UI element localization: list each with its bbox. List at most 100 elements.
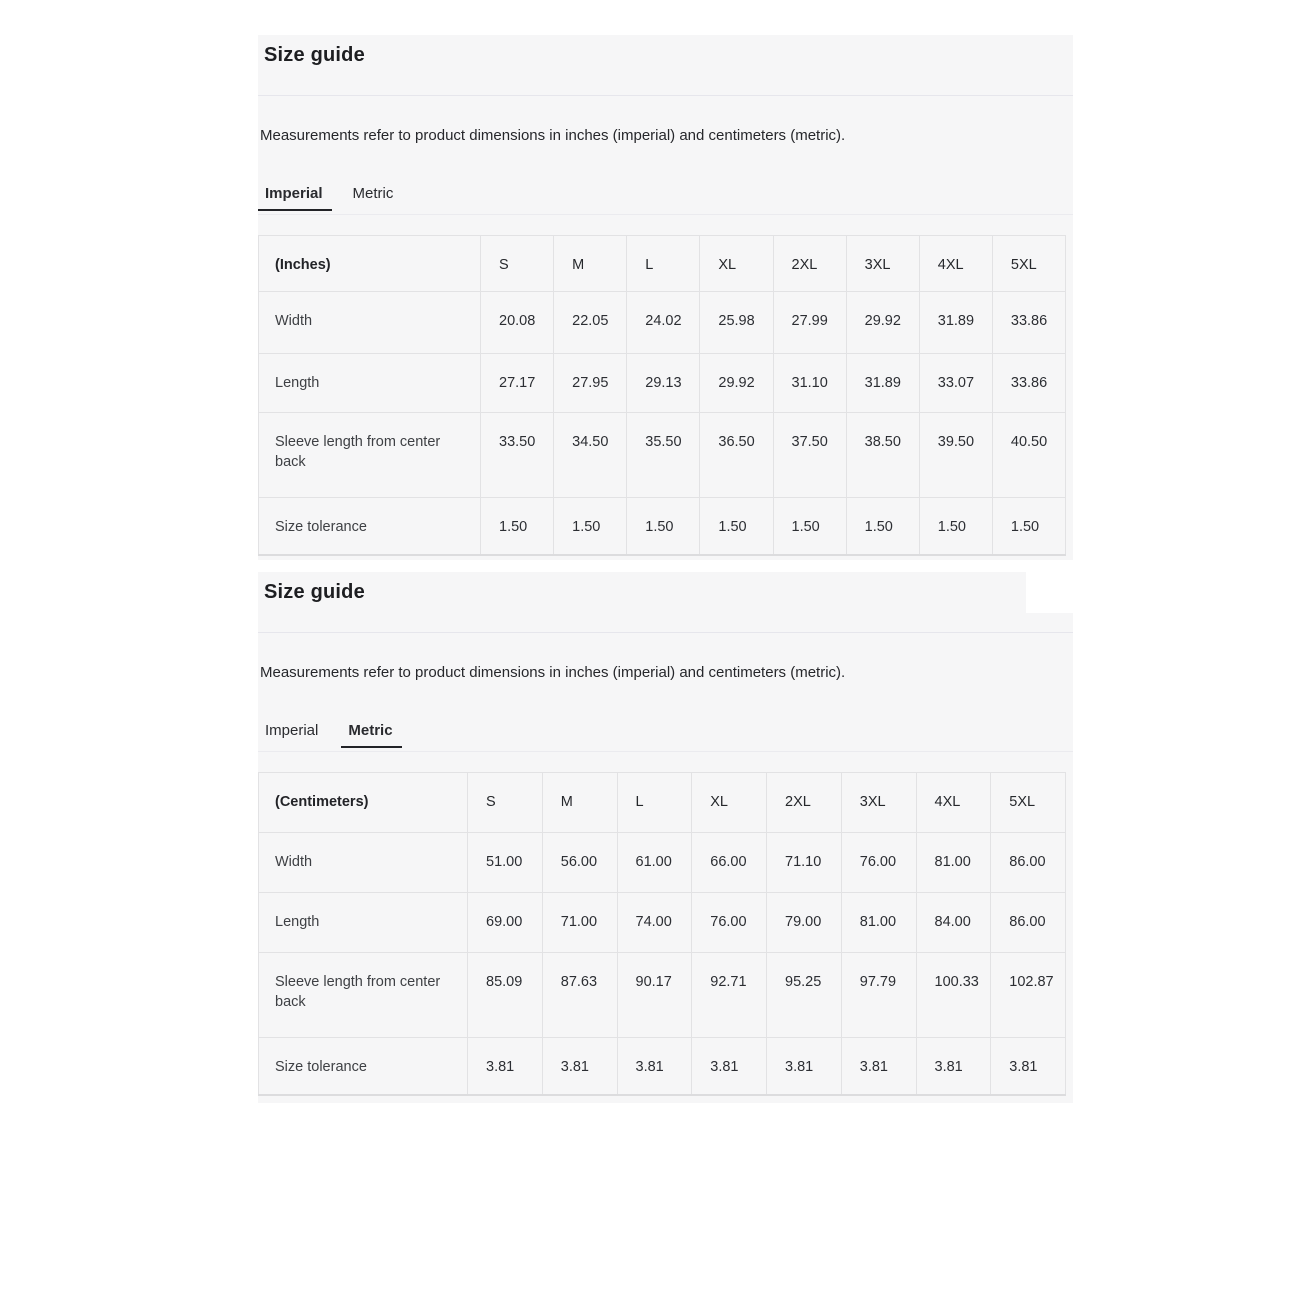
size-column-header: 5XL (991, 235, 1067, 292)
unit-header: (Inches) (258, 235, 481, 292)
measurement-value: 71.00 (541, 892, 618, 953)
unit-header: (Centimeters) (258, 772, 468, 833)
size-column-header: 3XL (840, 772, 917, 833)
tab-imperial[interactable]: Imperial (265, 722, 319, 739)
measurements-description: Measurements refer to product dimensions… (260, 127, 846, 144)
size-column-header: S (467, 772, 543, 833)
measurement-value: 40.50 (991, 412, 1067, 498)
imperial-size-table: (Inches) S M L XL 2XL 3XL 4XL 5XL Width 20.08 22.05… (258, 235, 1067, 556)
size-column-header: 5XL (990, 772, 1066, 833)
measurement-value: 81.00 (915, 832, 992, 893)
table-row: Width 20.08 22.05 24.02 25.98 27.99 29.92 31.89… (258, 291, 1067, 354)
tab-metric[interactable]: Metric (352, 185, 394, 202)
measurement-value: 37.50 (772, 412, 847, 498)
row-label: Size tolerance (258, 1037, 468, 1095)
size-guide-section-metric: Size guide Measurements refer to product… (258, 572, 1073, 1103)
size-column-header: S (479, 235, 555, 292)
measurement-value: 38.50 (845, 412, 920, 498)
measurement-value: 1.50 (991, 497, 1067, 555)
measurement-value: 100.33 (915, 952, 992, 1038)
measurement-value: 29.92 (699, 353, 774, 413)
size-column-header: L (626, 235, 701, 292)
measurement-value: 31.10 (772, 353, 847, 413)
table-row: Size tolerance 1.50 1.50 1.50 1.50 1.50 1.50 1.… (258, 497, 1067, 555)
measurement-value: 71.10 (766, 832, 842, 893)
measurement-value: 1.50 (699, 497, 774, 555)
measurements-description: Measurements refer to product dimensions… (260, 664, 846, 681)
table-row: Sleeve length from center back 85.09 87.63… (258, 952, 1066, 1038)
tabs-divider (258, 214, 1073, 215)
page-title: Size guide (264, 581, 365, 603)
measurement-value: 95.25 (766, 952, 842, 1038)
measurement-value: 3.81 (840, 1037, 917, 1095)
section-header: Size guide (258, 35, 1073, 96)
measurement-value: 61.00 (616, 832, 693, 893)
table-row: Length 27.17 27.95 29.13 29.92 31.10 31.89 33.0… (258, 353, 1067, 413)
measurement-value: 92.71 (691, 952, 767, 1038)
measurement-value: 1.50 (772, 497, 847, 555)
unit-tabs: Imperial Metric (265, 722, 1073, 748)
measurement-value: 79.00 (766, 892, 842, 953)
white-corner-patch (1026, 572, 1073, 613)
table-header-row: (Inches) S M L XL 2XL 3XL 4XL 5XL (258, 235, 1067, 292)
measurement-value: 3.81 (616, 1037, 693, 1095)
measurement-value: 1.50 (479, 497, 555, 555)
measurement-value: 84.00 (915, 892, 992, 953)
size-column-header: 4XL (915, 772, 992, 833)
measurement-value: 39.50 (918, 412, 993, 498)
measurement-value: 36.50 (699, 412, 774, 498)
measurement-value: 3.81 (766, 1037, 842, 1095)
measurement-value: 27.95 (553, 353, 628, 413)
measurement-value: 27.99 (772, 291, 847, 354)
measurement-value: 85.09 (467, 952, 543, 1038)
measurement-value: 35.50 (626, 412, 701, 498)
tab-imperial[interactable]: Imperial (258, 185, 331, 211)
measurement-value: 3.81 (915, 1037, 992, 1095)
row-label: Width (258, 832, 468, 893)
measurement-value: 3.81 (541, 1037, 618, 1095)
measurement-value: 3.81 (691, 1037, 767, 1095)
size-column-header: 3XL (845, 235, 920, 292)
table-row: Width 51.00 56.00 61.00 66.00 71.10 76.00 81.00… (258, 832, 1066, 893)
measurement-value: 3.81 (467, 1037, 543, 1095)
row-label: Width (258, 291, 481, 354)
size-column-header: M (553, 235, 628, 292)
unit-tabs: Imperial Metric (258, 185, 1073, 211)
measurement-value: 86.00 (990, 892, 1066, 953)
measurement-value: 90.17 (616, 952, 693, 1038)
measurement-value: 31.89 (918, 291, 993, 354)
metric-size-table: (Centimeters) S M L XL 2XL 3XL 4XL 5XL Width 51.00… (258, 772, 1066, 1096)
measurement-value: 81.00 (840, 892, 917, 953)
measurement-value: 76.00 (840, 832, 917, 893)
measurement-value: 3.81 (990, 1037, 1066, 1095)
measurement-value: 56.00 (541, 832, 618, 893)
table-row: Length 69.00 71.00 74.00 76.00 79.00 81.00 84.0… (258, 892, 1066, 953)
measurement-value: 86.00 (990, 832, 1066, 893)
measurement-value: 33.07 (918, 353, 993, 413)
page-title: Size guide (264, 44, 365, 66)
size-column-header: 4XL (918, 235, 993, 292)
size-column-header: L (616, 772, 693, 833)
measurement-value: 87.63 (541, 952, 618, 1038)
measurement-value: 97.79 (840, 952, 917, 1038)
tab-metric[interactable]: Metric (341, 722, 402, 748)
measurement-value: 29.13 (626, 353, 701, 413)
measurement-value: 20.08 (479, 291, 555, 354)
row-label: Length (258, 353, 481, 413)
measurement-value: 25.98 (699, 291, 774, 354)
measurement-value: 74.00 (616, 892, 693, 953)
measurement-value: 22.05 (553, 291, 628, 354)
size-column-header: M (541, 772, 618, 833)
table-row: Size tolerance 3.81 3.81 3.81 3.81 3.81 3.81 3.… (258, 1037, 1066, 1095)
size-column-header: XL (691, 772, 767, 833)
measurement-value: 33.86 (991, 291, 1067, 354)
row-label: Size tolerance (258, 497, 481, 555)
measurement-value: 34.50 (553, 412, 628, 498)
measurement-value: 1.50 (845, 497, 920, 555)
measurement-value: 33.50 (479, 412, 555, 498)
table-header-row: (Centimeters) S M L XL 2XL 3XL 4XL 5XL (258, 772, 1066, 833)
measurement-value: 33.86 (991, 353, 1067, 413)
measurement-value: 1.50 (626, 497, 701, 555)
size-column-header: XL (699, 235, 774, 292)
measurement-value: 31.89 (845, 353, 920, 413)
